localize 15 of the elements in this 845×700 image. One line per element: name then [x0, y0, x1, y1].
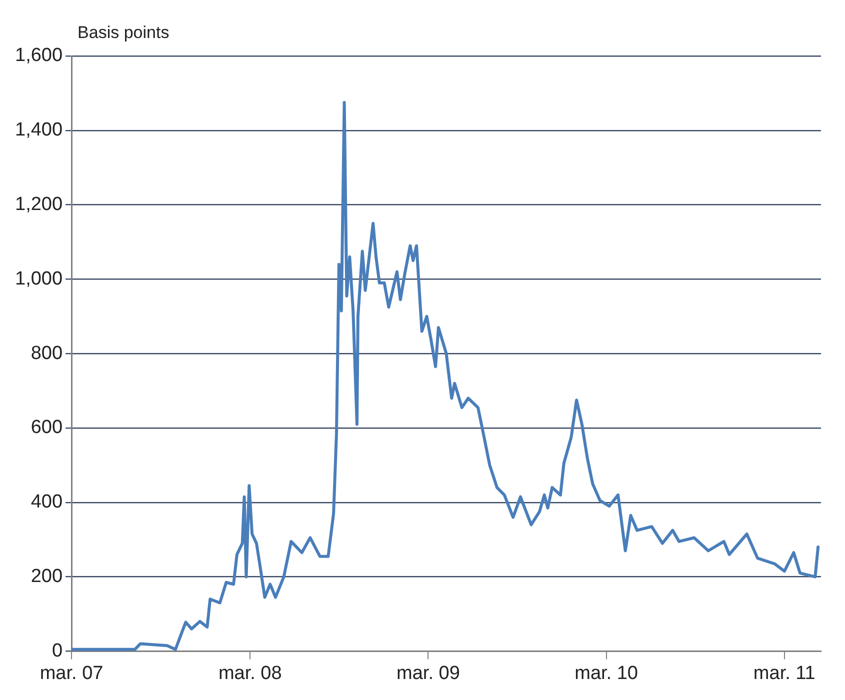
y-tick-label: 0 — [52, 640, 63, 662]
x-tick-label: mar. 08 — [218, 662, 282, 684]
y-axis-title: Basis points — [78, 23, 170, 42]
y-tick-label: 600 — [30, 417, 63, 438]
x-tick-label: mar. 11 — [753, 662, 816, 684]
y-tick-label: 1,400 — [15, 120, 63, 141]
y-tick-label: 400 — [30, 492, 63, 513]
x-tick-label: mar. 10 — [574, 662, 638, 684]
y-tick-label: 1,600 — [15, 45, 63, 66]
x-tick-label: mar. 09 — [396, 662, 460, 684]
y-tick-label: 1,200 — [15, 194, 63, 216]
y-tick-label: 1,000 — [15, 268, 63, 290]
x-tick-label: mar. 07 — [40, 662, 104, 684]
y-tick-label: 200 — [30, 566, 63, 588]
y-tick-label: 800 — [30, 342, 63, 364]
